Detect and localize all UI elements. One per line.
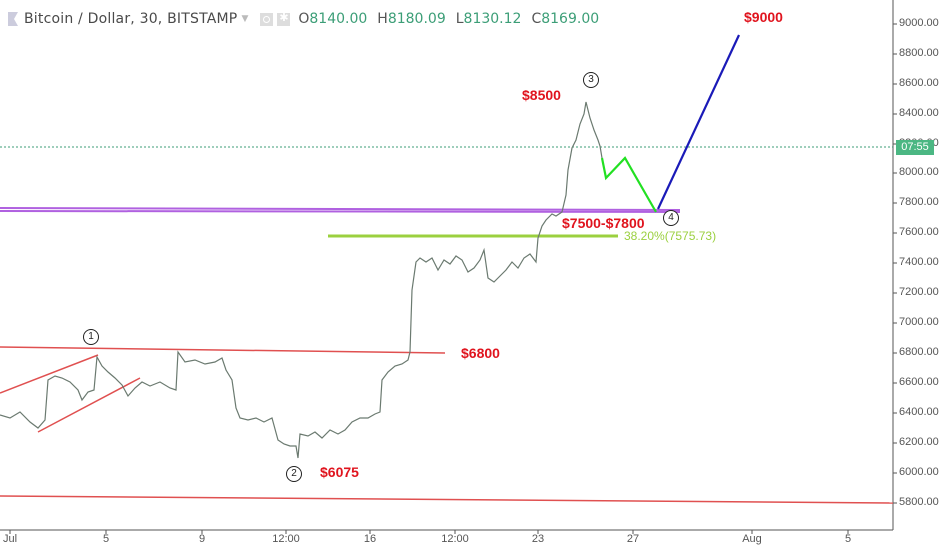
time-tick: 16 (363, 533, 377, 545)
price-tick: 6200.00 (899, 436, 939, 448)
time-tick: Jul (2, 533, 18, 545)
time-axis[interactable]: Jul 5 9 12:00 16 12:00 23 27 Aug 5 (0, 533, 893, 553)
open-value: 8140.00 (309, 11, 368, 27)
time-tick: 12:00 (272, 533, 300, 545)
ohlc-values: O8140.00 H8180.09 L8130.12 C8169.00 (298, 11, 599, 27)
high-value: 8180.09 (387, 11, 446, 27)
time-tick: 12:00 (441, 533, 469, 545)
price-tick: 7400.00 (899, 256, 939, 268)
chevron-down-icon[interactable]: ▼ (241, 14, 249, 24)
high-label: H (377, 11, 388, 27)
price-series (0, 101, 603, 459)
price-tick: 7000.00 (899, 316, 939, 328)
price-tick: 8400.00 (899, 107, 939, 119)
price-axis-tick-marks (893, 23, 897, 504)
support-band-upper[interactable] (0, 207, 681, 211)
channel-lower-line[interactable] (37, 377, 141, 433)
price-tick: 5800.00 (899, 496, 939, 508)
close-value: 8169.00 (541, 11, 600, 27)
support-range-label: $7500-$7800 (562, 215, 645, 231)
open-label: O (298, 11, 310, 27)
low-6075-label: $6075 (320, 464, 359, 480)
price-tick: 8600.00 (899, 77, 939, 89)
support-band-lower[interactable] (0, 210, 681, 213)
time-tick: Aug (742, 533, 762, 545)
price-tick: 6000.00 (899, 466, 939, 478)
time-tick: 27 (626, 533, 640, 545)
symbol-title[interactable]: Bitcoin / Dollar, 30, BITSTAMP (24, 11, 238, 27)
visibility-icon[interactable] (260, 12, 274, 26)
wave-4-marker: 4 (663, 210, 679, 226)
fib-level-label: 38.20%(7575.73) (624, 229, 717, 243)
close-label: C (531, 11, 542, 27)
time-axis-tick-marks (9, 530, 849, 534)
price-tick: 8800.00 (899, 47, 939, 59)
channel-upper-line[interactable] (0, 354, 99, 394)
resistance-6800-label: $6800 (461, 345, 500, 361)
wave-1-marker: 1 (83, 329, 99, 345)
bar-countdown-tag: 07:55 (896, 140, 934, 155)
chart-header: Bitcoin / Dollar, 30, BITSTAMP ▼ O8140.0… (0, 0, 890, 38)
price-tick: 7800.00 (899, 196, 939, 208)
time-tick: 5 (102, 533, 110, 545)
price-tick: 6600.00 (899, 376, 939, 388)
price-axis[interactable]: 9000.00 8800.00 8600.00 8400.00 8200.00 … (893, 0, 948, 530)
price-tick: 6400.00 (899, 406, 939, 418)
wave-2-marker: 2 (286, 466, 302, 482)
price-tick: 8000.00 (899, 166, 939, 178)
wave-3-marker: 3 (583, 72, 599, 88)
flag-icon (8, 12, 18, 26)
target-9000-label: $9000 (744, 9, 783, 25)
projection-wave-5-line (657, 34, 740, 210)
price-tick: 9000.00 (899, 17, 939, 29)
settings-icon[interactable] (277, 11, 291, 26)
resistance-6800-line[interactable] (0, 346, 446, 354)
time-tick: 23 (531, 533, 545, 545)
time-tick: 5 (844, 533, 852, 545)
low-label: L (455, 11, 464, 27)
lower-trendline[interactable] (0, 495, 894, 504)
time-tick: 9 (198, 533, 206, 545)
price-tick: 7200.00 (899, 286, 939, 298)
projection-wave-4-path (600, 156, 657, 213)
low-value: 8130.12 (463, 11, 522, 27)
peak-8500-label: $8500 (522, 87, 561, 103)
price-tick: 7600.00 (899, 226, 939, 238)
price-tick: 6800.00 (899, 346, 939, 358)
